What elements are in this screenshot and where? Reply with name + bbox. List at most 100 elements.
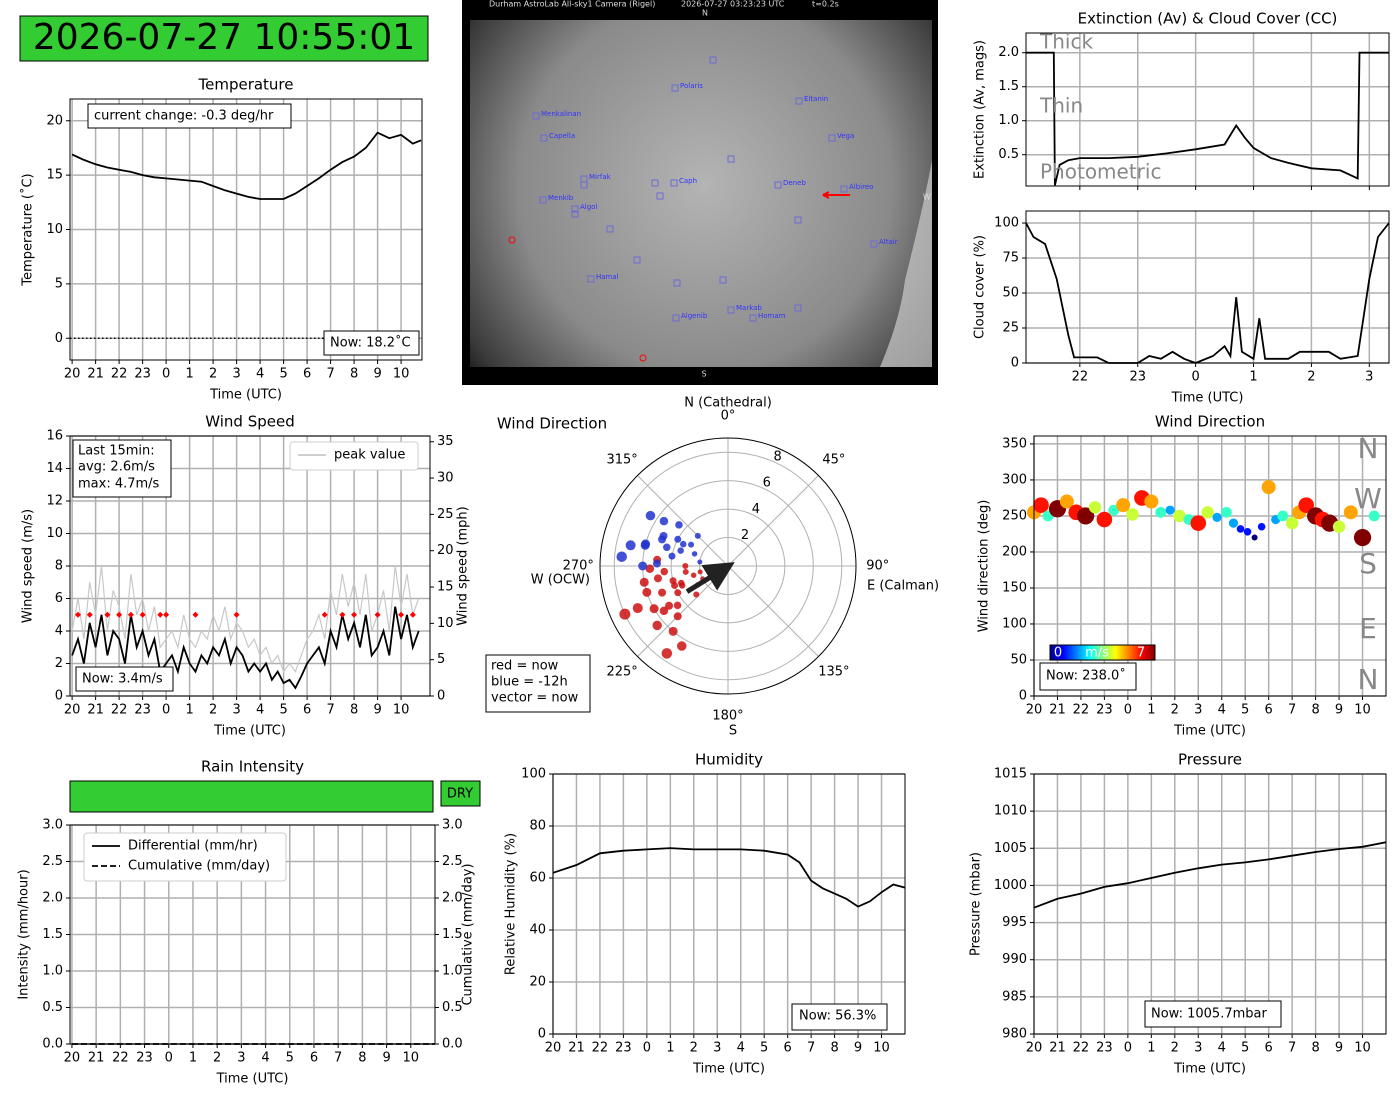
wind-point (659, 606, 669, 616)
wind-point (693, 591, 700, 598)
wind-point (677, 547, 684, 554)
annotation: blue = -12h (491, 675, 568, 690)
x-tick-label: 3 (232, 367, 240, 382)
x-tick-label: 21 (1049, 703, 1066, 718)
x-tick-label: 6 (303, 703, 311, 718)
y-tick-label: 20 (529, 975, 546, 990)
marker (74, 611, 81, 618)
x-tick-label: 7 (1288, 1041, 1296, 1056)
wind-point (663, 543, 671, 552)
y-tick-label: 8 (55, 559, 63, 574)
y-tick-label: 0 (1019, 689, 1027, 704)
wind-point (668, 552, 676, 560)
y2-tick-label: 15 (437, 580, 454, 595)
marker (339, 611, 346, 618)
y-tick-label: 3.0 (42, 818, 63, 833)
wind-point (682, 563, 689, 569)
y-tick-label: 1.5 (998, 79, 1019, 94)
plot-area (1026, 33, 1389, 186)
data-line (71, 131, 422, 200)
compass-label: N (1358, 432, 1379, 465)
scatter-point (1221, 506, 1232, 518)
x-tick-label: 23 (1129, 370, 1146, 385)
x-tick-label: 5 (1241, 703, 1249, 718)
annotation: max: 4.7m/s (78, 477, 160, 492)
marker (116, 611, 123, 618)
x-tick-label: 2 (1171, 1041, 1179, 1056)
annotation-box (485, 654, 591, 713)
camera-header: Durham AstroLab All-sky1 Camera (Rigel) (489, 0, 655, 9)
x-tick-label: 0 (1124, 1041, 1132, 1056)
star-label: Mirfak (589, 173, 612, 181)
wind-point (675, 521, 683, 529)
wind-point (640, 540, 650, 550)
scatter-point (1108, 504, 1120, 516)
x-tick-label: 5 (286, 1051, 294, 1066)
wind-point (682, 568, 689, 575)
star-label: Algol (580, 203, 597, 211)
y2-tick-label: 0 (437, 689, 445, 704)
colorbar (1049, 644, 1156, 661)
rain-status-box (440, 780, 481, 807)
x-tick-label: 22 (1072, 370, 1089, 385)
x-axis-label: Time (UTC) (692, 1062, 765, 1077)
y-tick-label: 5 (55, 276, 63, 291)
data-line (71, 565, 420, 673)
annotation: avg: 2.6m/s (78, 460, 155, 475)
plot-frame (1025, 210, 1390, 364)
y-axis-label: Pressure (mbar) (969, 852, 984, 956)
plot-area (1026, 211, 1389, 363)
star-marker (727, 155, 735, 163)
plot-frame (69, 435, 431, 697)
scatter-point (1285, 516, 1299, 530)
r-tick-label: 2 (741, 528, 749, 543)
legend-label: peak value (334, 448, 405, 463)
compass-n: N (702, 9, 708, 18)
x-tick-label: 8 (358, 1051, 366, 1066)
star-label: Polaris (680, 82, 703, 90)
x-tick-label: 21 (568, 1041, 585, 1056)
y-tick-label: 6 (55, 591, 63, 606)
x-axis-label: Time (UTC) (213, 724, 286, 739)
x-tick-label: 1 (1147, 1041, 1155, 1056)
y-tick-label: 1.0 (998, 113, 1019, 128)
x-tick-label: 5 (279, 703, 287, 718)
y2-tick-label: 2.5 (442, 854, 463, 869)
x-tick-label: 2 (690, 1041, 698, 1056)
annotation: Thick (1039, 30, 1093, 54)
y-tick-label: 80 (529, 819, 546, 834)
y-axis-label: Intensity (mm/hour) (17, 869, 32, 999)
wind-point (649, 604, 659, 614)
marker (351, 611, 358, 618)
grid-spoke (727, 475, 819, 567)
y-tick-label: 150 (1002, 580, 1027, 595)
wind-point (619, 608, 631, 620)
marker (398, 611, 405, 618)
x-tick-label: 5 (279, 367, 287, 382)
y-tick-label: 10 (46, 222, 63, 237)
star-marker (840, 185, 848, 193)
x-tick-label: 8 (350, 367, 358, 382)
x-tick-label: 20 (64, 1051, 81, 1066)
x-tick-label: 23 (134, 703, 151, 718)
wind-point (661, 648, 673, 659)
legend-box (83, 832, 287, 882)
scatter-point (1353, 528, 1372, 547)
wind-point (632, 603, 643, 614)
x-tick-label: 4 (1218, 703, 1226, 718)
y2-tick-label: 3.0 (442, 818, 463, 833)
data-line (1033, 841, 1387, 909)
wind-point (638, 561, 648, 571)
star-label: Caph (679, 177, 697, 185)
chart-title: Wind Direction (497, 415, 607, 433)
x-tick-label: 1 (185, 367, 193, 382)
x-tick-label: 8 (1311, 703, 1319, 718)
x-tick-label: 2 (209, 367, 217, 382)
wind-point (677, 641, 687, 651)
y2-tick-label: 0.5 (442, 1000, 463, 1015)
x-tick-label: 0 (162, 367, 170, 382)
scatter-point (1033, 497, 1049, 513)
y-tick-label: 250 (1002, 508, 1027, 523)
y-tick-label: 350 (1002, 436, 1027, 451)
star-marker (870, 240, 878, 248)
